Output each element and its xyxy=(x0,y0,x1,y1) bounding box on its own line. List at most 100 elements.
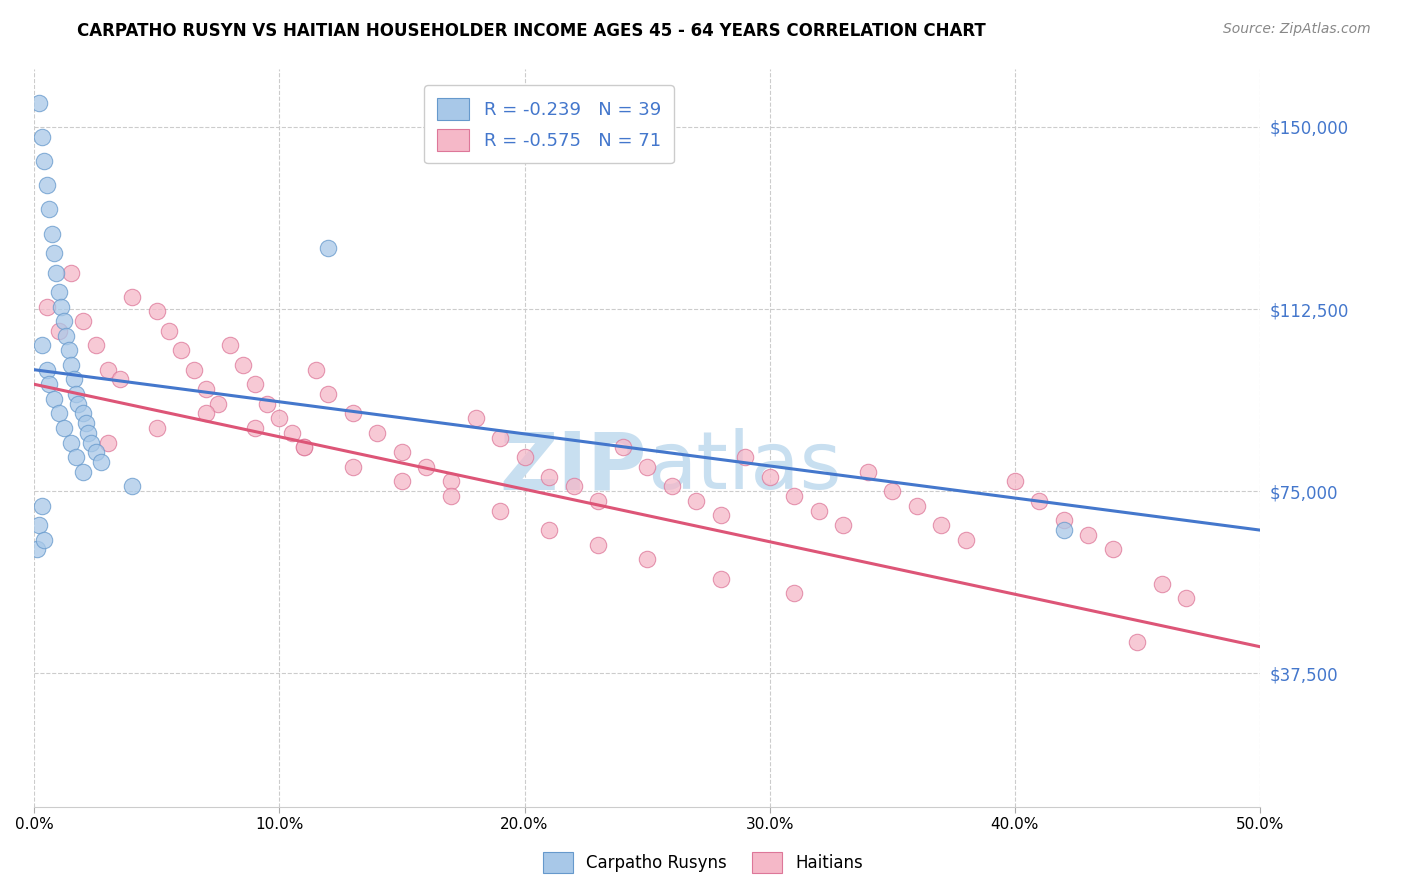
Point xyxy=(121,479,143,493)
Point xyxy=(1150,576,1173,591)
Point xyxy=(38,202,60,217)
Point xyxy=(67,397,90,411)
Point xyxy=(60,358,83,372)
Point xyxy=(464,411,486,425)
Point xyxy=(243,377,266,392)
Point xyxy=(1175,591,1198,605)
Point xyxy=(41,227,63,241)
Point xyxy=(305,363,328,377)
Point xyxy=(84,338,107,352)
Point xyxy=(31,338,53,352)
Point xyxy=(709,572,731,586)
Point xyxy=(72,465,94,479)
Point xyxy=(65,450,87,465)
Point xyxy=(513,450,536,465)
Point xyxy=(108,372,131,386)
Point xyxy=(80,435,103,450)
Point xyxy=(537,523,560,537)
Point xyxy=(489,431,512,445)
Point xyxy=(31,129,53,144)
Point xyxy=(35,363,58,377)
Point xyxy=(48,407,70,421)
Point xyxy=(783,586,806,600)
Point xyxy=(72,407,94,421)
Point xyxy=(489,503,512,517)
Point xyxy=(636,459,658,474)
Point xyxy=(1028,494,1050,508)
Point xyxy=(537,469,560,483)
Point xyxy=(342,407,364,421)
Point xyxy=(856,465,879,479)
Point xyxy=(391,475,413,489)
Point xyxy=(183,363,205,377)
Point xyxy=(121,290,143,304)
Point xyxy=(1004,475,1026,489)
Point xyxy=(440,489,463,503)
Point xyxy=(32,533,55,547)
Point xyxy=(42,246,65,260)
Point xyxy=(929,518,952,533)
Point xyxy=(269,411,291,425)
Point xyxy=(45,266,67,280)
Point xyxy=(807,503,830,517)
Point xyxy=(90,455,112,469)
Point xyxy=(77,425,100,440)
Point xyxy=(1077,528,1099,542)
Point xyxy=(52,421,75,435)
Text: CARPATHO RUSYN VS HAITIAN HOUSEHOLDER INCOME AGES 45 - 64 YEARS CORRELATION CHAR: CARPATHO RUSYN VS HAITIAN HOUSEHOLDER IN… xyxy=(77,22,986,40)
Point xyxy=(35,300,58,314)
Point xyxy=(157,324,180,338)
Point xyxy=(31,499,53,513)
Point xyxy=(207,397,229,411)
Point xyxy=(65,387,87,401)
Point xyxy=(72,314,94,328)
Point xyxy=(48,324,70,338)
Point xyxy=(28,518,51,533)
Point xyxy=(1053,513,1076,527)
Point xyxy=(280,425,302,440)
Point xyxy=(60,435,83,450)
Point xyxy=(232,358,254,372)
Point xyxy=(194,407,217,421)
Text: Source: ZipAtlas.com: Source: ZipAtlas.com xyxy=(1223,22,1371,37)
Point xyxy=(1126,635,1149,649)
Text: ZIP: ZIP xyxy=(499,428,647,507)
Legend: R = -0.239   N = 39, R = -0.575   N = 71: R = -0.239 N = 39, R = -0.575 N = 71 xyxy=(425,85,673,163)
Point xyxy=(342,459,364,474)
Point xyxy=(292,441,315,455)
Point xyxy=(60,266,83,280)
Point xyxy=(62,372,84,386)
Point xyxy=(28,95,51,110)
Point xyxy=(170,343,193,358)
Point xyxy=(758,469,780,483)
Point xyxy=(661,479,683,493)
Text: atlas: atlas xyxy=(647,428,841,507)
Point xyxy=(32,153,55,168)
Point xyxy=(391,445,413,459)
Point xyxy=(146,304,169,318)
Point xyxy=(685,494,707,508)
Point xyxy=(25,542,48,557)
Point xyxy=(48,285,70,299)
Point xyxy=(35,178,58,193)
Point xyxy=(832,518,855,533)
Point xyxy=(586,494,609,508)
Point xyxy=(905,499,928,513)
Point xyxy=(97,363,120,377)
Legend: Carpatho Rusyns, Haitians: Carpatho Rusyns, Haitians xyxy=(536,846,870,880)
Point xyxy=(58,343,80,358)
Point xyxy=(783,489,806,503)
Point xyxy=(84,445,107,459)
Point xyxy=(52,314,75,328)
Point xyxy=(955,533,977,547)
Point xyxy=(97,435,120,450)
Point xyxy=(636,552,658,566)
Point xyxy=(562,479,585,493)
Point xyxy=(256,397,278,411)
Point xyxy=(440,475,463,489)
Point xyxy=(318,387,340,401)
Point xyxy=(586,538,609,552)
Point xyxy=(38,377,60,392)
Point xyxy=(51,300,73,314)
Point xyxy=(1101,542,1123,557)
